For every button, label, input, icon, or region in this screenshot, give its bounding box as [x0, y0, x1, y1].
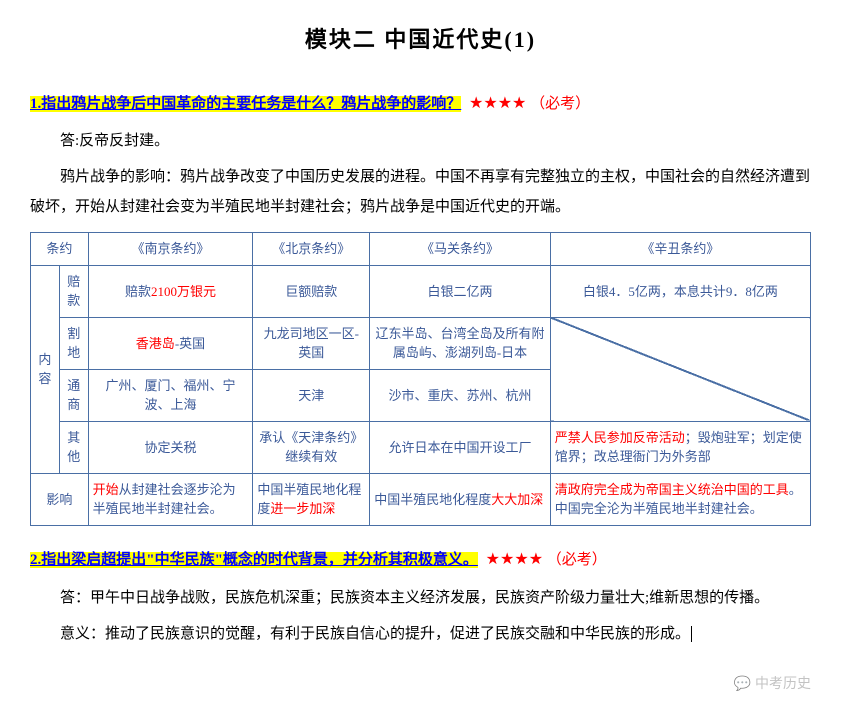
yingxiang-label: 影响 [31, 473, 89, 525]
gedi-nanjing: 香港岛-英国 [88, 317, 253, 369]
yingxiang-nanjing: 开始从封建社会逐步沦为半殖民地半封建社会。 [88, 473, 253, 525]
content-label: 内容 [31, 265, 60, 473]
tongshang-nanjing: 广州、厦门、福州、宁波、上海 [88, 369, 253, 421]
q1-body: 鸦片战争的影响：鸦片战争改变了中国历史发展的进程。中国不再享有完整独立的主权，中… [30, 162, 811, 222]
peikuan-xinchou: 白银4．5亿两，本息共计9．8亿两 [550, 265, 810, 317]
text-cursor [691, 626, 692, 642]
q1-answer: 答:反帝反封建。 [30, 126, 811, 156]
q2-meaning: 意义：推动了民族意识的觉醒，有利于民族自信心的提升，促进了民族交融和中华民族的形… [30, 619, 811, 649]
question-1: 1.指出鸦片战争后中国革命的主要任务是什么？鸦片战争的影响？ ★★★★ （必考） [30, 90, 811, 119]
qita-xinchou: 严禁人民参加反帝活动；毁炮驻军；划定使馆界；改总理衙门为外务部 [550, 421, 810, 473]
th-maguan: 《马关条约》 [370, 233, 551, 266]
qita-beijing: 承认《天津条约》继续有效 [253, 421, 370, 473]
gedi-maguan: 辽东半岛、台湾全岛及所有附属岛屿、澎湖列岛-日本 [370, 317, 551, 369]
qita-nanjing: 协定关税 [88, 421, 253, 473]
yingxiang-xinchou: 清政府完全成为帝国主义统治中国的工具。中国完全沦为半殖民地半封建社会。 [550, 473, 810, 525]
q2-answer: 答：甲午中日战争战败，民族危机深重；民族资本主义经济发展，民族资产阶级力量壮大;… [30, 583, 811, 613]
q1-text: 1.指出鸦片战争后中国革命的主要任务是什么？鸦片战争的影响？ [30, 96, 461, 112]
gedi-label: 割地 [59, 317, 88, 369]
tongshang-label: 通商 [59, 369, 88, 421]
peikuan-nanjing: 赔款2100万银元 [88, 265, 253, 317]
wechat-icon: 💬 [734, 675, 751, 691]
tongshang-beijing: 天津 [253, 369, 370, 421]
th-beijing: 《北京条约》 [253, 233, 370, 266]
q2-text: 2.指出梁启超提出"中华民族"概念的时代背景，并分析其积极意义。 [30, 552, 478, 568]
gedi-beijing: 九龙司地区一区-英国 [253, 317, 370, 369]
page-title: 模块二 中国近代史(1) [30, 20, 811, 60]
question-2: 2.指出梁启超提出"中华民族"概念的时代背景，并分析其积极意义。 ★★★★ （必… [30, 546, 811, 575]
th-xinchou: 《辛丑条约》 [550, 233, 810, 266]
table-row-yingxiang: 影响 开始从封建社会逐步沦为半殖民地半封建社会。 中国半殖民地化程度进一步加深 … [31, 473, 811, 525]
gedi-xinchou-empty [550, 317, 810, 421]
yingxiang-maguan: 中国半殖民地化程度大大加深 [370, 473, 551, 525]
peikuan-maguan: 白银二亿两 [370, 265, 551, 317]
q1-tag: （必考） [530, 96, 590, 112]
yingxiang-beijing: 中国半殖民地化程度进一步加深 [253, 473, 370, 525]
table-header-row: 条约 《南京条约》 《北京条约》 《马关条约》 《辛丑条约》 [31, 233, 811, 266]
peikuan-beijing: 巨额赔款 [253, 265, 370, 317]
q2-stars: ★★★★ [486, 551, 543, 568]
watermark: 💬 中考历史 [734, 671, 811, 696]
tongshang-maguan: 沙市、重庆、苏州、杭州 [370, 369, 551, 421]
table-row-gedi: 割地 香港岛-英国 九龙司地区一区-英国 辽东半岛、台湾全岛及所有附属岛屿、澎湖… [31, 317, 811, 369]
treaty-table: 条约 《南京条约》 《北京条约》 《马关条约》 《辛丑条约》 内容 赔款 赔款2… [30, 232, 811, 526]
table-row-peikuan: 内容 赔款 赔款2100万银元 巨额赔款 白银二亿两 白银4．5亿两，本息共计9… [31, 265, 811, 317]
qita-label: 其他 [59, 421, 88, 473]
th-nanjing: 《南京条约》 [88, 233, 253, 266]
table-row-qita: 其他 协定关税 承认《天津条约》继续有效 允许日本在中国开设工厂 严禁人民参加反… [31, 421, 811, 473]
qita-maguan: 允许日本在中国开设工厂 [370, 421, 551, 473]
peikuan-label: 赔款 [59, 265, 88, 317]
th-treaty: 条约 [31, 233, 89, 266]
q1-stars: ★★★★ [469, 95, 526, 112]
q2-tag: （必考） [547, 552, 607, 568]
